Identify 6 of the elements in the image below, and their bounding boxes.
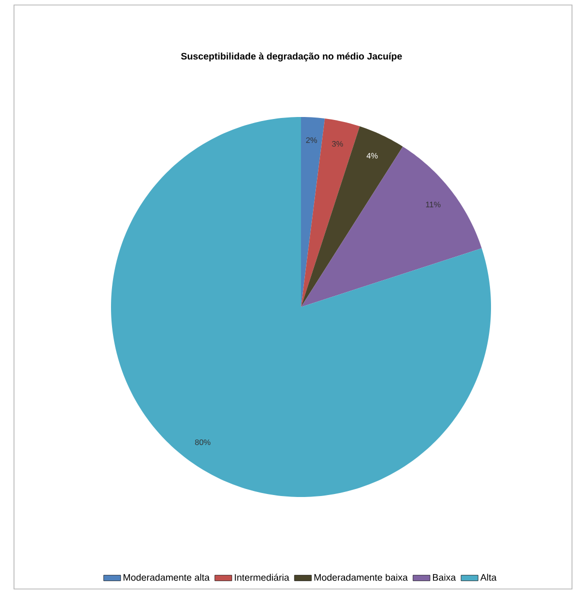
chart-title: Susceptibilidade à degradação no médio Jacuípe xyxy=(181,52,402,62)
legend-label: Alta xyxy=(480,574,497,581)
legend-label: Moderadamente baixa xyxy=(314,574,408,581)
legend-label: Baixa xyxy=(432,574,456,581)
legend-label: Intermediária xyxy=(234,574,290,581)
legend-label: Moderadamente alta xyxy=(124,574,210,581)
